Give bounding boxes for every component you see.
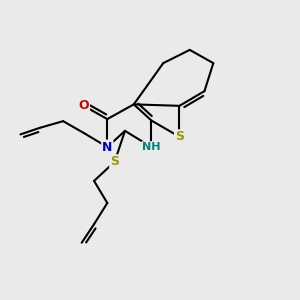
Text: S: S <box>175 130 184 143</box>
Text: O: O <box>78 99 89 112</box>
Text: NH: NH <box>142 142 161 152</box>
Text: S: S <box>110 155 119 168</box>
Text: N: N <box>102 141 112 154</box>
